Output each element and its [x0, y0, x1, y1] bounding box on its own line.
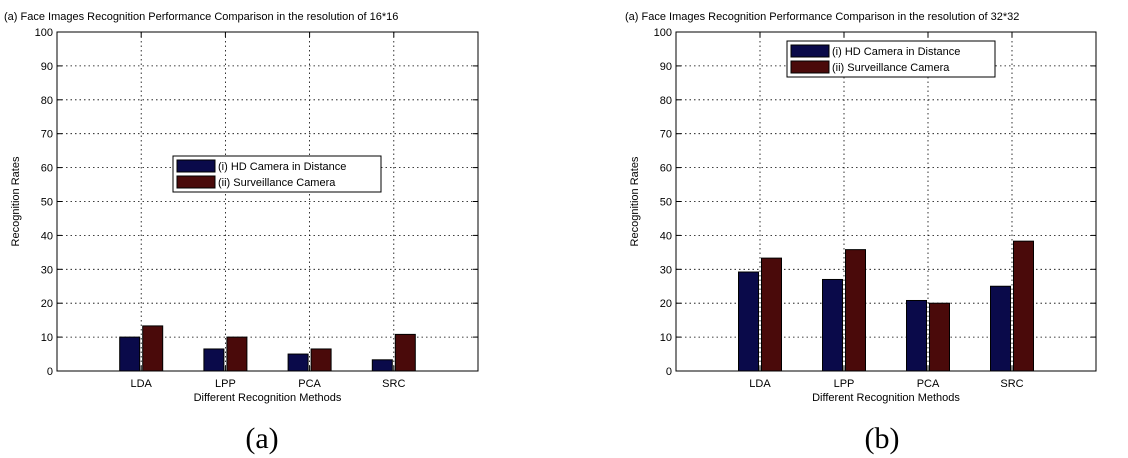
y-tick-label: 10	[41, 332, 53, 344]
y-tick-label: 0	[47, 366, 53, 378]
y-tick-label: 20	[41, 298, 53, 310]
x-tick-label: LPP	[215, 378, 236, 390]
y-tick-label: 0	[666, 366, 672, 378]
legend-entry: (ii) Surveillance Camera	[218, 177, 336, 189]
y-tick-label: 80	[41, 95, 53, 107]
chart-title: (a) Face Images Recognition Performance …	[625, 11, 1019, 23]
bar-surveillance-camera-pca	[310, 348, 332, 372]
bar-surveillance-camera-lpp	[845, 249, 866, 372]
y-tick-label: 30	[660, 264, 672, 276]
bar-surveillance-camera-src	[1013, 240, 1034, 372]
bar-hd-camera-lda	[738, 271, 759, 372]
plot-area	[56, 31, 479, 372]
bar-surveillance-camera-src	[394, 333, 416, 372]
plot-border	[675, 31, 1097, 372]
chart-a: (a) Face Images Recognition Performance …	[4, 11, 479, 455]
y-tick-label: 90	[41, 61, 53, 73]
plot-border	[56, 31, 479, 372]
legend-swatch	[790, 44, 830, 58]
y-axis-label: Recognition Rates	[10, 156, 22, 246]
y-tick-label: 50	[41, 197, 53, 209]
bar-hd-camera-src	[371, 359, 393, 372]
legend-entry: (ii) Surveillance Camera	[832, 62, 950, 74]
bar-surveillance-camera-pca	[929, 302, 950, 372]
legend: (i) HD Camera in Distance (ii) Surveillan…	[172, 155, 382, 193]
chart-title: (a) Face Images Recognition Performance …	[4, 11, 398, 23]
y-tick-label: 20	[660, 298, 672, 310]
y-tick-label: 60	[41, 163, 53, 175]
bar-hd-camera-pca	[906, 299, 927, 372]
x-tick-label: SRC	[382, 378, 405, 390]
bar-hd-camera-lpp	[203, 348, 225, 372]
legend-swatch	[176, 159, 216, 173]
chart-b: (a) Face Images Recognition Performance …	[625, 11, 1097, 455]
figure-caption: (a)	[245, 422, 278, 455]
y-tick-label: 80	[660, 95, 672, 107]
legend-entry: (i) HD Camera in Distance	[832, 46, 960, 58]
y-axis-label: Recognition Rates	[629, 156, 641, 246]
bar-hd-camera-pca	[287, 353, 309, 372]
bar-hd-camera-lda	[119, 336, 141, 372]
y-tick-label: 30	[41, 264, 53, 276]
bar-surveillance-camera-lda	[142, 325, 164, 372]
bar-hd-camera-src	[990, 285, 1011, 372]
y-tick-label: 10	[660, 332, 672, 344]
x-tick-label: LDA	[130, 378, 152, 390]
y-tick-label: 70	[660, 129, 672, 141]
x-tick-label: PCA	[917, 378, 940, 390]
bar-surveillance-camera-lda	[761, 257, 782, 372]
y-tick-label: 40	[41, 230, 53, 242]
bar-hd-camera-lpp	[822, 278, 843, 372]
x-axis-label: Different Recognition Methods	[194, 392, 342, 404]
x-tick-label: SRC	[1000, 378, 1023, 390]
x-axis-label: Different Recognition Methods	[812, 392, 960, 404]
legend-swatch	[790, 60, 830, 74]
bar-surveillance-camera-lpp	[226, 336, 248, 372]
y-tick-label: 70	[41, 129, 53, 141]
y-tick-label: 40	[660, 230, 672, 242]
legend-entry: (i) HD Camera in Distance	[218, 161, 346, 173]
x-tick-label: LDA	[749, 378, 771, 390]
x-tick-label: PCA	[298, 378, 321, 390]
y-tick-label: 60	[660, 163, 672, 175]
legend-swatch	[176, 175, 216, 189]
y-tick-label: 100	[35, 27, 53, 39]
y-tick-label: 50	[660, 197, 672, 209]
y-tick-label: 90	[660, 61, 672, 73]
y-tick-label: 100	[654, 27, 672, 39]
x-tick-label: LPP	[834, 378, 855, 390]
legend: (i) HD Camera in Distance (ii) Surveillan…	[786, 40, 996, 78]
figure-caption: (b)	[865, 422, 900, 455]
